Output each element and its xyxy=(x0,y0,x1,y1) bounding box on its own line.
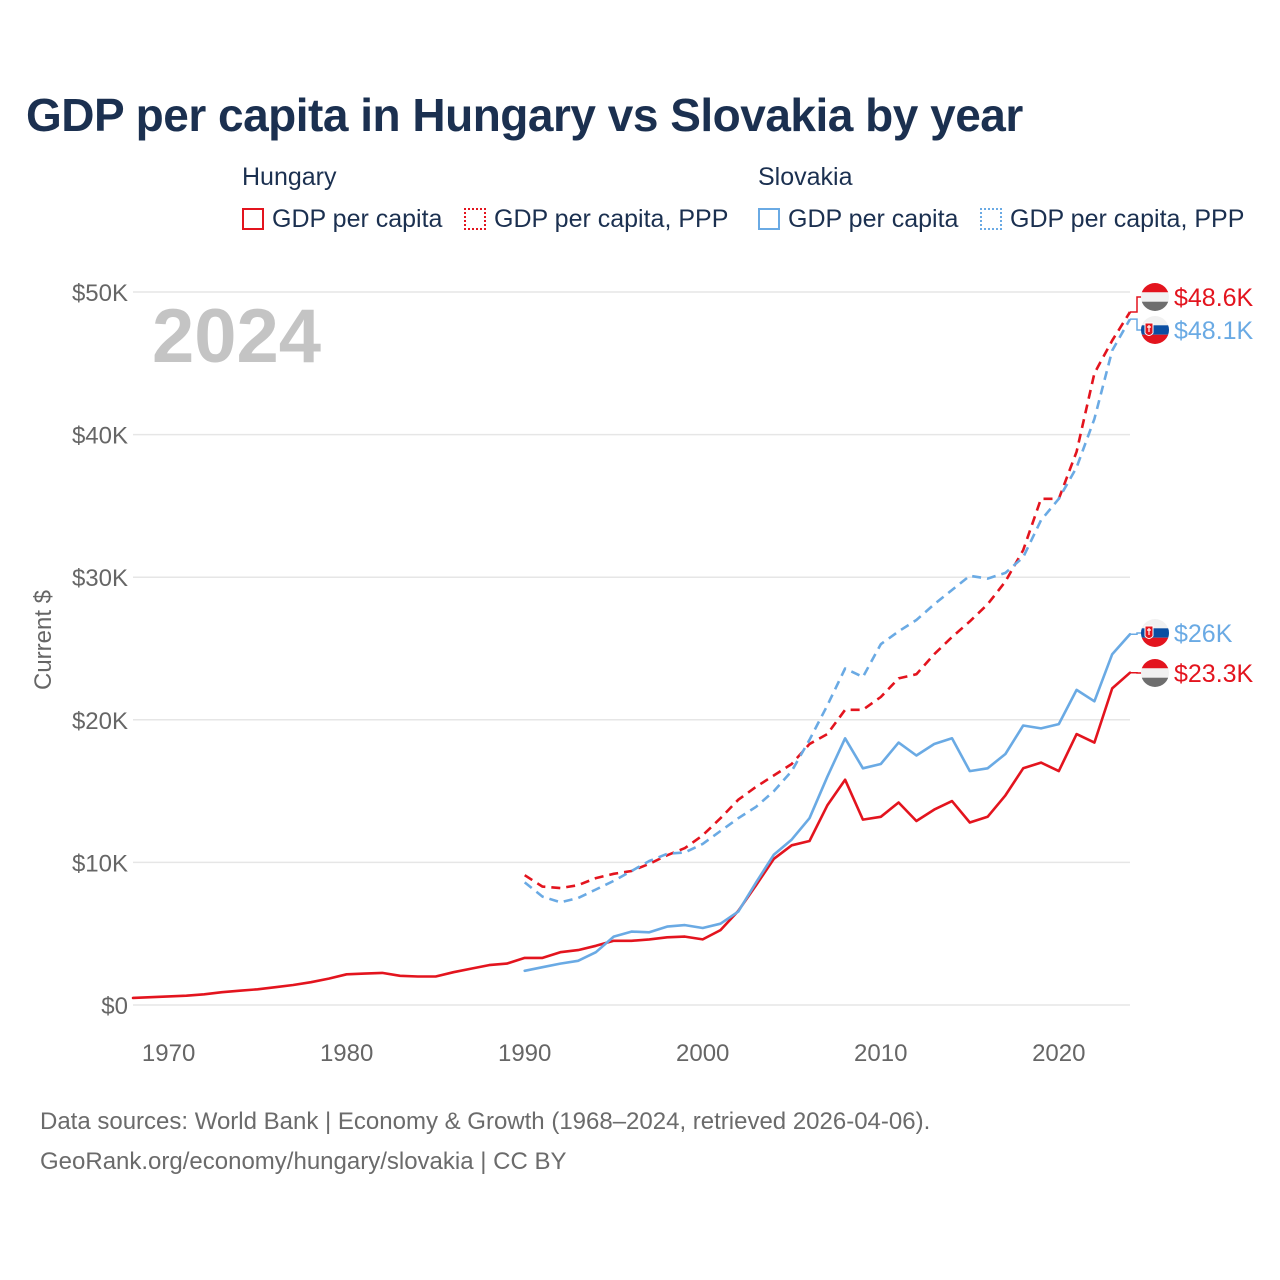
legend-item-slovakia-gdp-ppp[interactable]: GDP per capita, PPP xyxy=(980,204,1244,234)
series-line-hungary-gdp[interactable] xyxy=(131,671,1132,1000)
hungary-flag-icon xyxy=(1141,283,1169,311)
end-value-label: $48.1K xyxy=(1174,317,1254,345)
footer-attribution[interactable]: GeoRank.org/economy/hungary/slovakia | C… xyxy=(40,1148,567,1175)
legend-swatch-solid xyxy=(242,208,264,230)
hungary-flag-icon xyxy=(1141,659,1169,687)
legend-swatch-dotted xyxy=(464,208,486,230)
end-label-connector xyxy=(1130,318,1142,331)
y-tick-label: $20K xyxy=(72,708,128,735)
series-line-slovakia-gdp[interactable] xyxy=(523,632,1132,973)
legend-label: GDP per capita xyxy=(272,204,443,233)
x-tick-label: 2010 xyxy=(854,1040,907,1067)
legend-item-hungary-gdp-ppp[interactable]: GDP per capita, PPP xyxy=(464,204,728,234)
x-tick-label: 1990 xyxy=(498,1040,551,1067)
y-tick-label: $0 xyxy=(101,993,128,1020)
series-line-hungary-ppp[interactable] xyxy=(523,311,1132,890)
legend-group-slovakia: Slovakia xyxy=(758,163,853,191)
legend-label: GDP per capita, PPP xyxy=(1010,204,1245,233)
end-value-label: $23.3K xyxy=(1174,660,1254,688)
legend-item-hungary-gdp[interactable]: GDP per capita xyxy=(242,204,442,234)
legend-group-hungary: Hungary xyxy=(242,163,337,191)
end-label-connector xyxy=(1130,632,1142,635)
legend-swatch-dotted xyxy=(980,208,1002,230)
y-tick-label: $50K xyxy=(72,280,128,307)
y-tick-label: $30K xyxy=(72,565,128,592)
x-tick-label: 1970 xyxy=(142,1040,195,1067)
x-tick-label: 2020 xyxy=(1032,1040,1085,1067)
legend-label: GDP per capita, PPP xyxy=(494,204,729,233)
end-value-label: $26K xyxy=(1174,620,1233,648)
end-value-label: $48.6K xyxy=(1174,284,1254,312)
y-axis-label: Current $ xyxy=(30,590,57,690)
slovakia-flag-icon xyxy=(1141,619,1169,647)
chart-title: GDP per capita in Hungary vs Slovakia by… xyxy=(26,89,1023,141)
slovakia-flag-icon xyxy=(1141,316,1169,344)
x-tick-label: 2000 xyxy=(676,1040,729,1067)
legend-item-slovakia-gdp[interactable]: GDP per capita xyxy=(758,204,958,234)
x-tick-label: 1980 xyxy=(320,1040,373,1067)
y-tick-label: $10K xyxy=(72,850,128,877)
end-label-connector xyxy=(1130,296,1142,313)
current-year-watermark: 2024 xyxy=(152,294,321,379)
series-line-slovakia-ppp[interactable] xyxy=(523,318,1132,904)
legend-swatch-solid xyxy=(758,208,780,230)
y-tick-label: $40K xyxy=(72,423,128,450)
legend-label: GDP per capita xyxy=(788,204,959,233)
footer-source: Data sources: World Bank | Economy & Gro… xyxy=(40,1108,931,1135)
